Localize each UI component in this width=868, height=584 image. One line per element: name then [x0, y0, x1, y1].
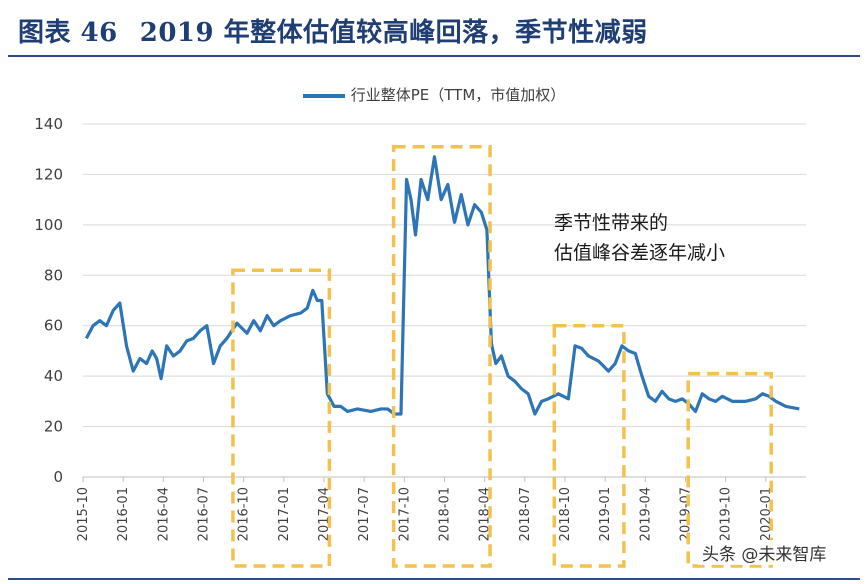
x-tick-label: 2019-04 — [638, 487, 653, 541]
x-tick-label: 2019-07 — [679, 487, 694, 541]
x-tick-label: 2017-10 — [397, 487, 412, 541]
x-tick-label: 2016-07 — [197, 487, 212, 541]
figure-title: 图表 46 2019 年整体估值较高峰回落，季节性减弱 — [18, 12, 648, 49]
figure-title-text: 2019 年整体估值较高峰回落，季节性减弱 — [139, 18, 648, 48]
y-tick-label: 100 — [34, 216, 63, 234]
x-tick-label: 2016-10 — [237, 487, 252, 541]
highlight-box — [231, 268, 332, 568]
x-tick-label: 2017-01 — [277, 487, 292, 541]
x-tick-label: 2018-10 — [558, 487, 573, 541]
x-tick-label: 2018-07 — [518, 487, 533, 541]
x-tick-label: 2017-07 — [357, 487, 372, 541]
top-rule — [8, 55, 860, 57]
y-tick-label: 60 — [44, 317, 63, 335]
x-tick-label: 2018-01 — [438, 487, 453, 541]
legend-label: 行业整体PE（TTM，市值加权） — [350, 86, 566, 104]
x-tick-label: 2020-01 — [759, 487, 774, 541]
x-tick-label: 2019-10 — [719, 487, 734, 541]
x-tick-label: 2015-10 — [76, 487, 91, 541]
figure-number: 图表 46 — [18, 18, 118, 48]
x-tick-label: 2016-01 — [116, 487, 131, 541]
annotation-line-1: 季节性带来的 — [554, 212, 669, 234]
y-tick-label: 40 — [44, 367, 63, 385]
highlight-box — [552, 323, 626, 568]
chart-annotation: 季节性带来的 估值峰谷差逐年减小 — [554, 208, 725, 268]
x-tick-label: 2019-01 — [598, 487, 613, 541]
highlight-box — [686, 371, 773, 568]
highlight-box — [391, 144, 492, 568]
x-tick-label: 2017-04 — [317, 487, 332, 541]
series-line — [84, 155, 800, 416]
y-tick-label: 120 — [34, 165, 63, 183]
x-tick-label: 2016-04 — [156, 487, 171, 541]
y-tick-label: 20 — [44, 418, 63, 436]
legend-swatch — [302, 93, 345, 98]
y-tick-label: 140 — [34, 115, 63, 133]
annotation-line-2: 估值峰谷差逐年减小 — [554, 242, 726, 264]
bottom-rule — [8, 578, 860, 580]
y-tick-label: 80 — [44, 266, 63, 284]
chart-legend: 行业整体PE（TTM，市值加权） — [0, 84, 868, 105]
watermark: 头条 @未来智库 — [698, 540, 831, 565]
y-tick-label: 0 — [53, 468, 63, 486]
title-bar: 图表 46 2019 年整体估值较高峰回落，季节性减弱 — [0, 0, 868, 58]
